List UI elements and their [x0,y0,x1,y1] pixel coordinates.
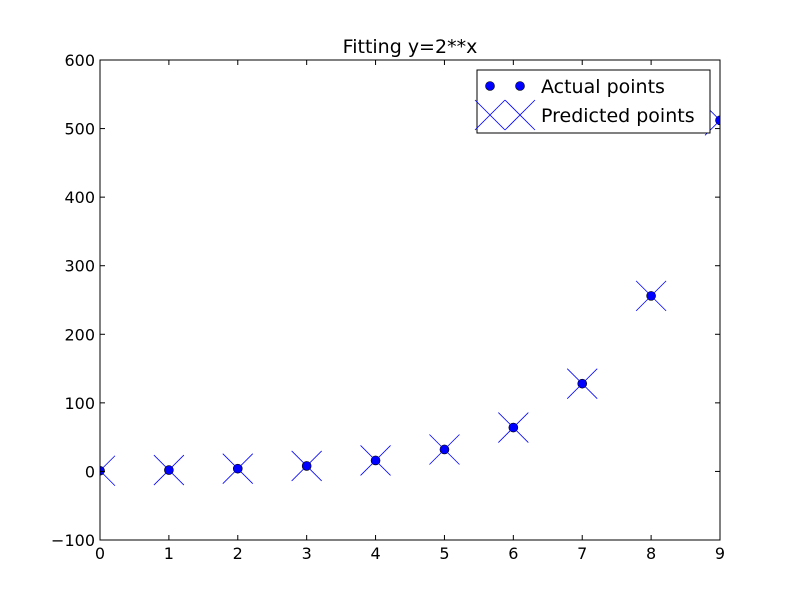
x-tick-label: 8 [646,544,656,563]
y-tick-label: 500 [64,120,95,139]
x-tick-label: 9 [715,544,725,563]
predicted-point-marker [291,450,322,482]
y-tick-label: 400 [64,188,95,207]
x-tick-label: 6 [508,544,518,563]
predicted-point-marker [566,368,598,399]
legend-label: Actual points [541,76,665,98]
legend-label: Predicted points [541,105,695,127]
predicted-point-marker [429,434,460,465]
legend-entry: Predicted points [474,99,695,131]
series-1 [100,115,720,476]
plot-area-frame [99,59,721,541]
legend-circle-marker [485,81,495,91]
predicted-point-marker [222,453,254,484]
legend-box [476,69,711,134]
x-tick-label: 3 [302,544,312,563]
x-tick-label: 4 [370,544,380,563]
x-tick-label: 1 [164,544,174,563]
y-tick-label: 600 [64,51,95,70]
y-tick-label: 300 [64,257,95,276]
predicted-point-marker [635,280,667,312]
legend-entry: Actual points [485,76,665,98]
y-tick-label: 200 [64,325,95,344]
legend-x-marker [474,99,506,131]
x-tick-label: 7 [577,544,587,563]
y-tick-label: −100 [51,531,95,550]
chart-title: Fitting y=2**x [343,36,478,58]
actual-point-marker [100,465,105,476]
x-tick-label: 2 [233,544,243,563]
series-2 [100,105,720,487]
legend-x-marker [504,99,536,131]
y-tick-label: 100 [64,394,95,413]
predicted-point-marker [153,454,185,486]
predicted-point-marker [498,412,529,443]
x-tick-label: 5 [439,544,449,563]
predicted-point-marker [100,455,116,487]
y-tick-label: 0 [85,462,95,481]
legend-circle-marker [515,81,525,91]
predicted-point-marker [360,445,391,476]
legend: Actual points Predicted points [474,69,711,134]
actual-point-marker [715,115,720,126]
x-tick-label: 0 [95,544,105,563]
data-layer [100,105,720,487]
